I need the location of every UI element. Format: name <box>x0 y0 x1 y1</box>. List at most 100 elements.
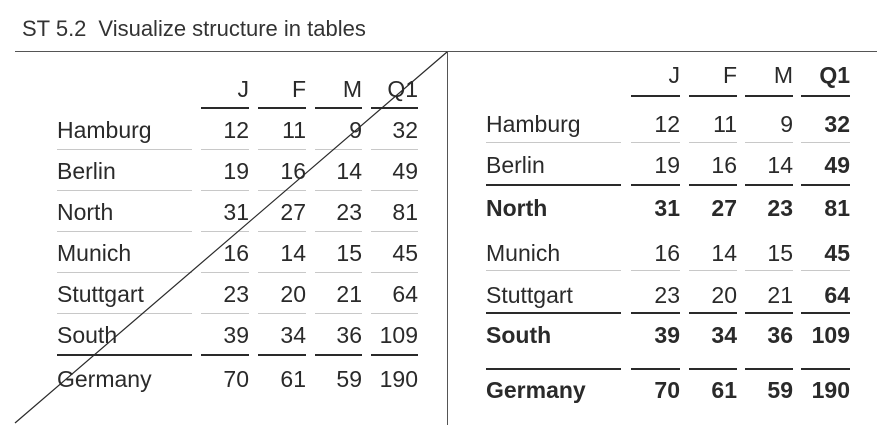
right-table-cell: 59 <box>767 377 793 403</box>
right-row-rule <box>631 368 680 370</box>
left-row-rule <box>371 149 418 150</box>
left-row-rule <box>315 231 362 232</box>
left-row-rule <box>315 149 362 150</box>
right-row-rule <box>689 270 737 271</box>
left-row-rule <box>258 354 306 356</box>
left-row-label: Berlin <box>57 158 116 184</box>
right-table-cell: 21 <box>767 282 793 308</box>
left-table-cell: 27 <box>280 199 306 225</box>
right-table-cell: 81 <box>824 195 850 221</box>
right-row-rule <box>689 142 737 143</box>
left-table-cell: 49 <box>392 158 418 184</box>
right-table-cell: 49 <box>824 152 850 178</box>
left-table-cell: 15 <box>336 240 362 266</box>
left-column-header: M <box>342 76 362 102</box>
left-table-cell: 9 <box>349 117 362 143</box>
left-column-header: Q1 <box>387 76 418 102</box>
left-table-cell: 70 <box>223 366 249 392</box>
right-table-cell: 16 <box>711 152 737 178</box>
left-row-rule <box>201 272 249 273</box>
right-row-rule <box>486 270 621 271</box>
right-table-cell: 36 <box>767 322 793 348</box>
left-table-cell: 36 <box>336 322 362 348</box>
left-row-rule <box>57 149 192 150</box>
left-row-rule <box>315 313 362 314</box>
right-row-rule <box>745 184 793 186</box>
right-row-label: Munich <box>486 240 561 266</box>
right-row-rule <box>745 142 793 143</box>
left-row-label: Germany <box>57 366 152 392</box>
right-column-header: J <box>668 62 681 88</box>
right-column-header: Q1 <box>819 62 850 88</box>
right-column-header: M <box>773 62 793 88</box>
left-row-rule <box>258 231 306 232</box>
left-table-cell: 39 <box>223 322 249 348</box>
left-row-rule <box>258 313 306 314</box>
right-row-rule <box>745 312 793 314</box>
right-header-rule <box>801 95 850 97</box>
left-row-rule <box>201 354 249 356</box>
right-row-rule <box>486 184 621 186</box>
top-rule <box>15 51 877 52</box>
left-row-rule <box>57 272 192 273</box>
right-table-cell: 109 <box>811 322 850 348</box>
right-row-label: Berlin <box>486 152 545 178</box>
right-table-cell: 16 <box>654 240 680 266</box>
left-row-rule <box>57 190 192 191</box>
left-table-cell: 14 <box>280 240 306 266</box>
left-table-cell: 16 <box>223 240 249 266</box>
left-table-cell: 19 <box>223 158 249 184</box>
left-column-header: J <box>237 76 250 102</box>
right-table-cell: 23 <box>654 282 680 308</box>
left-row-rule <box>371 231 418 232</box>
left-row-rule <box>371 272 418 273</box>
right-header-rule <box>631 95 680 97</box>
right-row-rule <box>631 270 680 271</box>
right-row-rule <box>631 312 680 314</box>
left-table-cell: 11 <box>282 117 306 143</box>
right-table-cell: 23 <box>767 195 793 221</box>
right-row-rule <box>689 368 737 370</box>
left-table-cell: 61 <box>280 366 306 392</box>
right-table-cell: 14 <box>767 152 793 178</box>
left-table-cell: 190 <box>379 366 418 392</box>
left-row-rule <box>57 231 192 232</box>
right-table-cell: 64 <box>824 282 850 308</box>
right-row-rule <box>801 142 850 143</box>
left-table-cell: 34 <box>280 322 306 348</box>
left-table-cell: 64 <box>392 281 418 307</box>
column-divider <box>447 51 448 425</box>
left-row-rule <box>201 190 249 191</box>
title-code: ST 5.2 <box>22 16 87 41</box>
right-table-cell: 190 <box>811 377 850 403</box>
left-row-label: South <box>57 322 118 348</box>
right-header-rule <box>689 95 737 97</box>
right-row-rule <box>801 270 850 271</box>
left-table-cell: 16 <box>280 158 306 184</box>
right-table-cell: 39 <box>654 322 680 348</box>
left-table-cell: 32 <box>392 117 418 143</box>
left-table-cell: 31 <box>223 199 249 225</box>
left-table-cell: 20 <box>280 281 306 307</box>
right-row-rule <box>689 184 737 186</box>
left-row-rule <box>57 354 192 356</box>
left-row-label: Stuttgart <box>57 281 144 307</box>
right-row-rule <box>631 142 680 143</box>
left-row-rule <box>258 272 306 273</box>
right-table-cell: 31 <box>654 195 680 221</box>
left-table-cell: 23 <box>223 281 249 307</box>
left-header-rule <box>258 107 306 109</box>
title-text: Visualize structure in tables <box>98 16 366 41</box>
right-header-rule <box>745 95 793 97</box>
right-row-rule <box>801 184 850 186</box>
right-row-rule <box>486 142 621 143</box>
right-row-label: Germany <box>486 377 586 403</box>
right-row-rule <box>801 368 850 370</box>
right-row-rule <box>486 312 621 314</box>
right-row-label: South <box>486 322 552 348</box>
right-row-rule <box>486 368 621 370</box>
left-header-rule <box>201 107 249 109</box>
left-table-cell: 12 <box>223 117 249 143</box>
left-row-rule <box>201 149 249 150</box>
left-table-cell: 14 <box>336 158 362 184</box>
